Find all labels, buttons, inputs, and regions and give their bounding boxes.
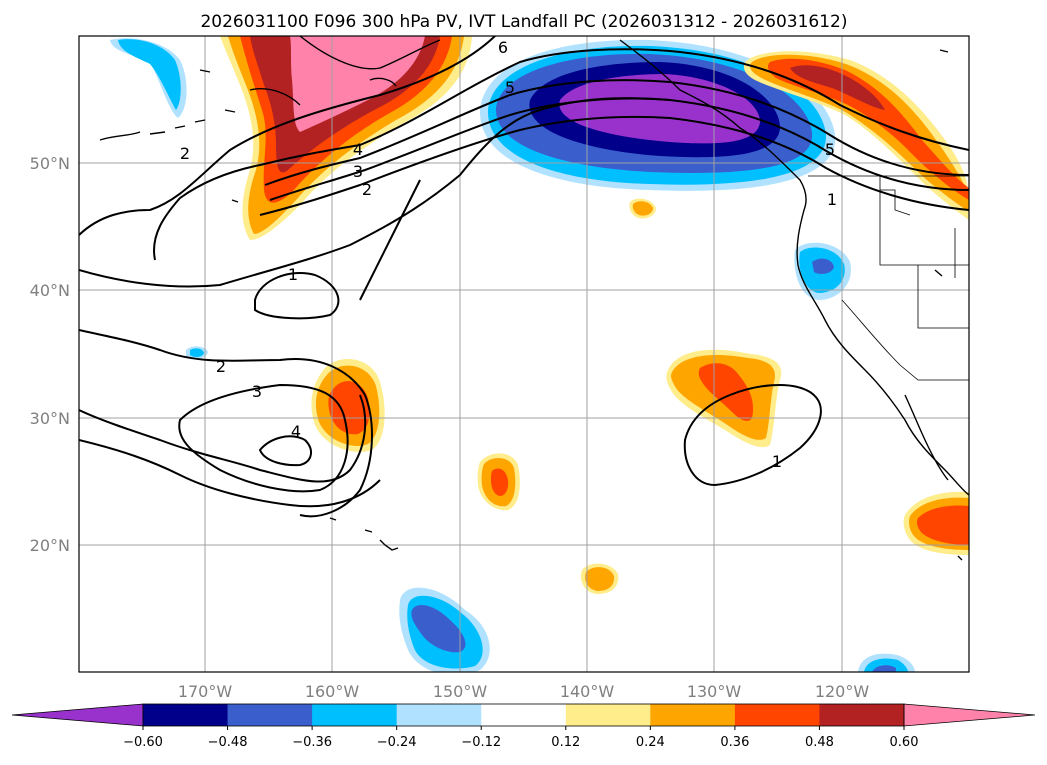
contour-label-6: 6 xyxy=(498,38,508,57)
colorbar-segment xyxy=(227,704,313,726)
colorbar-tick-label: 0.60 xyxy=(890,735,919,750)
contour-label-3-alaska: 3 xyxy=(353,162,363,181)
contour-label-5-east: 5 xyxy=(825,140,835,159)
pc-negative-anomaly-bottom-right xyxy=(858,653,915,672)
contour-label-1-coast: 1 xyxy=(827,190,837,209)
contour-label-3-sw: 3 xyxy=(252,382,262,401)
pc-negative-anomaly-gulf-of-alaska xyxy=(479,39,836,191)
colorbar-tick-label: 0.12 xyxy=(551,735,580,750)
lon-label-150w: 150°W xyxy=(433,682,488,701)
map-area: 6 5 5 2 4 3 2 1 1 2 3 4 1 xyxy=(79,36,969,672)
lon-label-140w: 140°W xyxy=(560,682,615,701)
pc-positive-anomaly-baja xyxy=(903,491,969,555)
colorbar-tick-label: −0.48 xyxy=(208,735,248,750)
pc-positive-anomaly-canada xyxy=(743,51,969,220)
contour-label-2-sw: 2 xyxy=(216,357,226,376)
contour-label-5-west: 5 xyxy=(505,78,515,97)
pc-negative-anomaly-california xyxy=(794,242,851,300)
lon-label-120w: 120°W xyxy=(815,682,870,701)
lon-label-160w: 160°W xyxy=(305,682,360,701)
figure-title: 2026031100 F096 300 hPa PV, IVT Landfall… xyxy=(200,12,847,32)
colorbar-segment xyxy=(650,704,736,726)
map-frame xyxy=(78,35,970,673)
colorbar-tick-label: 0.24 xyxy=(636,735,665,750)
colorbar-segment xyxy=(396,704,482,726)
colorbar-extend-max xyxy=(903,703,1036,727)
pc-negative-anomaly-south xyxy=(399,587,490,672)
pc-negative-anomaly-174w xyxy=(186,346,208,360)
lon-label-130w: 130°W xyxy=(687,682,742,701)
latitude-labels: 50°N 40°N 30°N 20°N xyxy=(30,154,70,555)
colorbar-segment xyxy=(312,704,398,726)
contour-label-2-alaska: 2 xyxy=(362,180,372,199)
contour-labels: 6 5 5 2 4 3 2 1 1 2 3 4 1 xyxy=(180,38,837,471)
colorbar-segment xyxy=(481,704,567,726)
lat-label-30n: 30°N xyxy=(30,409,70,428)
colorbar-tick-label: −0.24 xyxy=(377,735,417,750)
colorbar-segment xyxy=(734,704,820,726)
pc-positive-anomaly-136w xyxy=(629,198,656,219)
lat-label-20n: 20°N xyxy=(30,536,70,555)
longitude-labels: 170°W 160°W 150°W 140°W 130°W 120°W xyxy=(178,682,870,701)
colorbar-extend-min xyxy=(11,703,144,727)
colorbar-tick-label: 0.36 xyxy=(720,735,749,750)
political-borders xyxy=(808,175,969,381)
colorbar: −0.60 −0.48 −0.36 −0.24 −0.12 0.12 0.24 0.36 0.4… xyxy=(11,703,1036,750)
colorbar-segment xyxy=(143,704,229,726)
lat-label-40n: 40°N xyxy=(30,281,70,300)
contour-label-1-east: 1 xyxy=(772,452,782,471)
coastlines xyxy=(99,36,969,561)
pc-negative-anomaly-nw xyxy=(110,38,187,118)
lat-label-50n: 50°N xyxy=(30,154,70,173)
contour-label-4-alaska: 4 xyxy=(353,140,363,159)
colorbar-tick-label: 0.48 xyxy=(805,735,834,750)
colorbar-segment xyxy=(819,704,905,726)
contour-label-4-sw: 4 xyxy=(291,422,301,441)
pc-positive-anomaly-148w xyxy=(477,453,520,511)
lon-label-170w: 170°W xyxy=(178,682,233,701)
contour-label-1-west: 1 xyxy=(288,265,298,284)
colorbar-frame xyxy=(142,703,905,727)
colorbar-tick-label: −0.60 xyxy=(123,735,163,750)
contour-label-2-nw: 2 xyxy=(180,144,190,163)
pv-contours xyxy=(79,36,969,518)
colorbar-tick-label: −0.36 xyxy=(292,735,332,750)
colorbar-tick-label: −0.12 xyxy=(461,735,501,750)
pc-positive-anomaly-139w xyxy=(580,563,619,594)
colorbar-segment xyxy=(565,704,651,726)
